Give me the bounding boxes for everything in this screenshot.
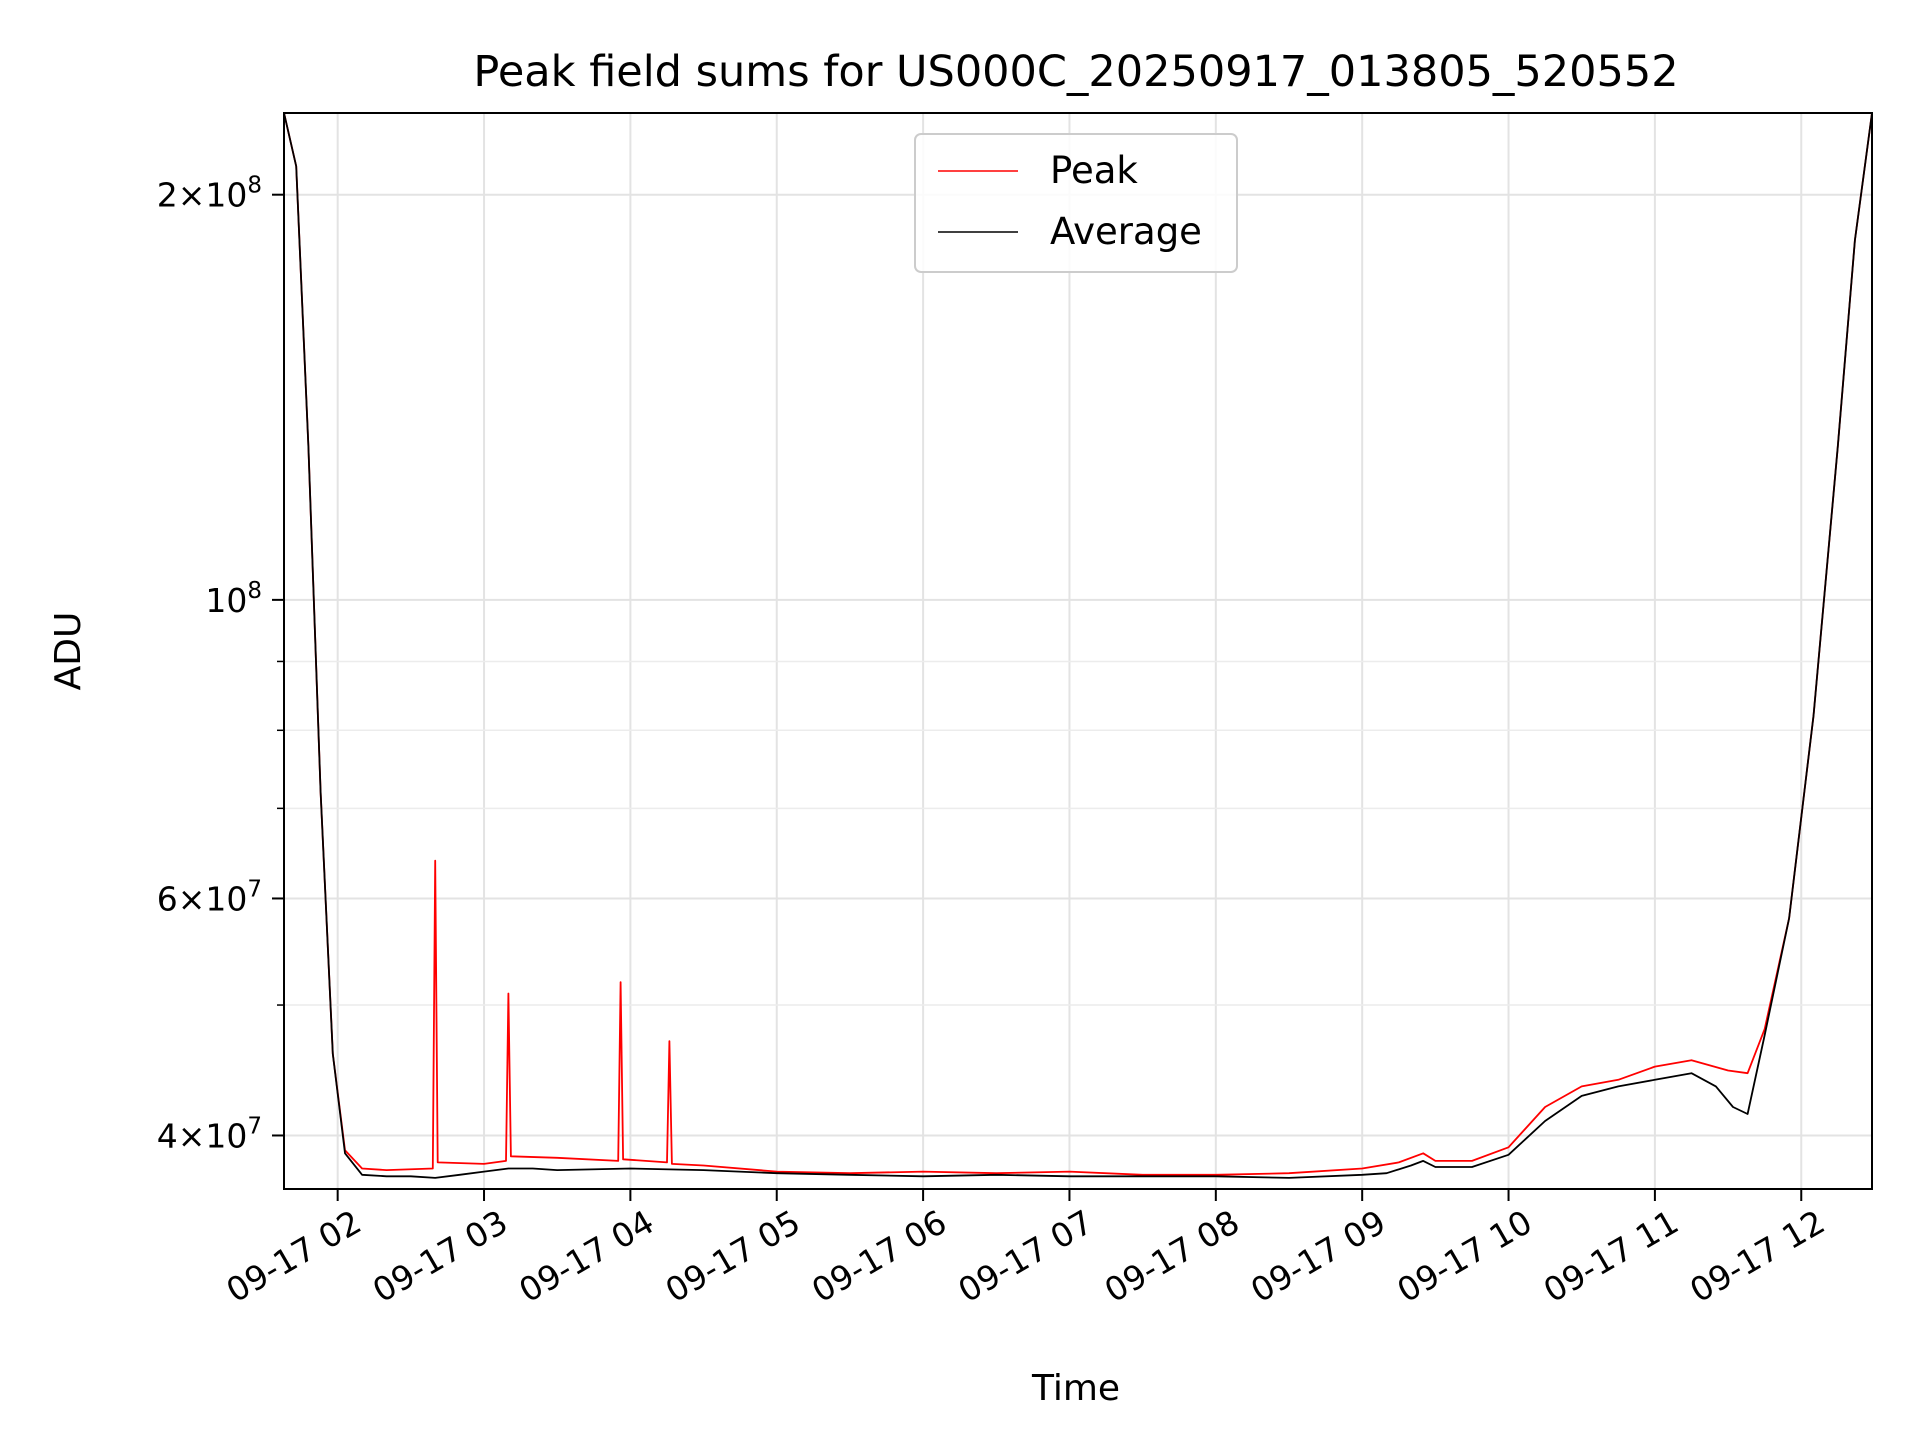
legend: Peak Average [914,133,1238,273]
y-axis-label: ADU [48,612,89,691]
series-line-average [284,113,1872,1179]
chart-title: Peak field sums for US000C_20250917_0138… [473,47,1678,97]
y-tick-label: 4×107 [157,1113,262,1155]
series-layer [284,113,1872,1179]
y-tick-label: 108 [205,578,262,620]
legend-label-average: Average [1050,210,1202,253]
legend-label-peak: Peak [1050,149,1138,192]
legend-box [914,133,1238,273]
y-tick-label: 6×107 [157,876,262,918]
plot-frame [283,112,1873,1190]
series-line-peak [284,113,1872,1176]
x-axis-label: Time [1031,1368,1120,1409]
y-tick-label: 2×108 [157,173,262,215]
y-axis-ticks: 4×107 6×107 108 2×108 [157,173,284,1155]
